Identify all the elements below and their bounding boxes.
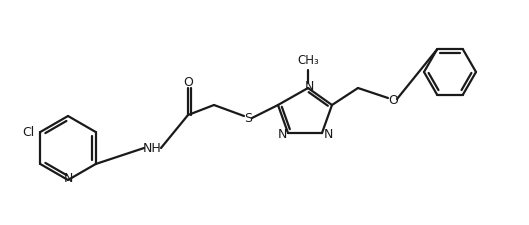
- Text: N: N: [277, 128, 287, 140]
- Text: S: S: [244, 112, 252, 124]
- Text: N: N: [323, 128, 333, 140]
- Text: N: N: [63, 173, 72, 185]
- Text: O: O: [183, 76, 193, 90]
- Text: O: O: [388, 94, 398, 106]
- Text: CH₃: CH₃: [297, 54, 319, 68]
- Text: Cl: Cl: [22, 126, 34, 139]
- Text: NH: NH: [143, 142, 161, 155]
- Text: N: N: [304, 81, 314, 94]
